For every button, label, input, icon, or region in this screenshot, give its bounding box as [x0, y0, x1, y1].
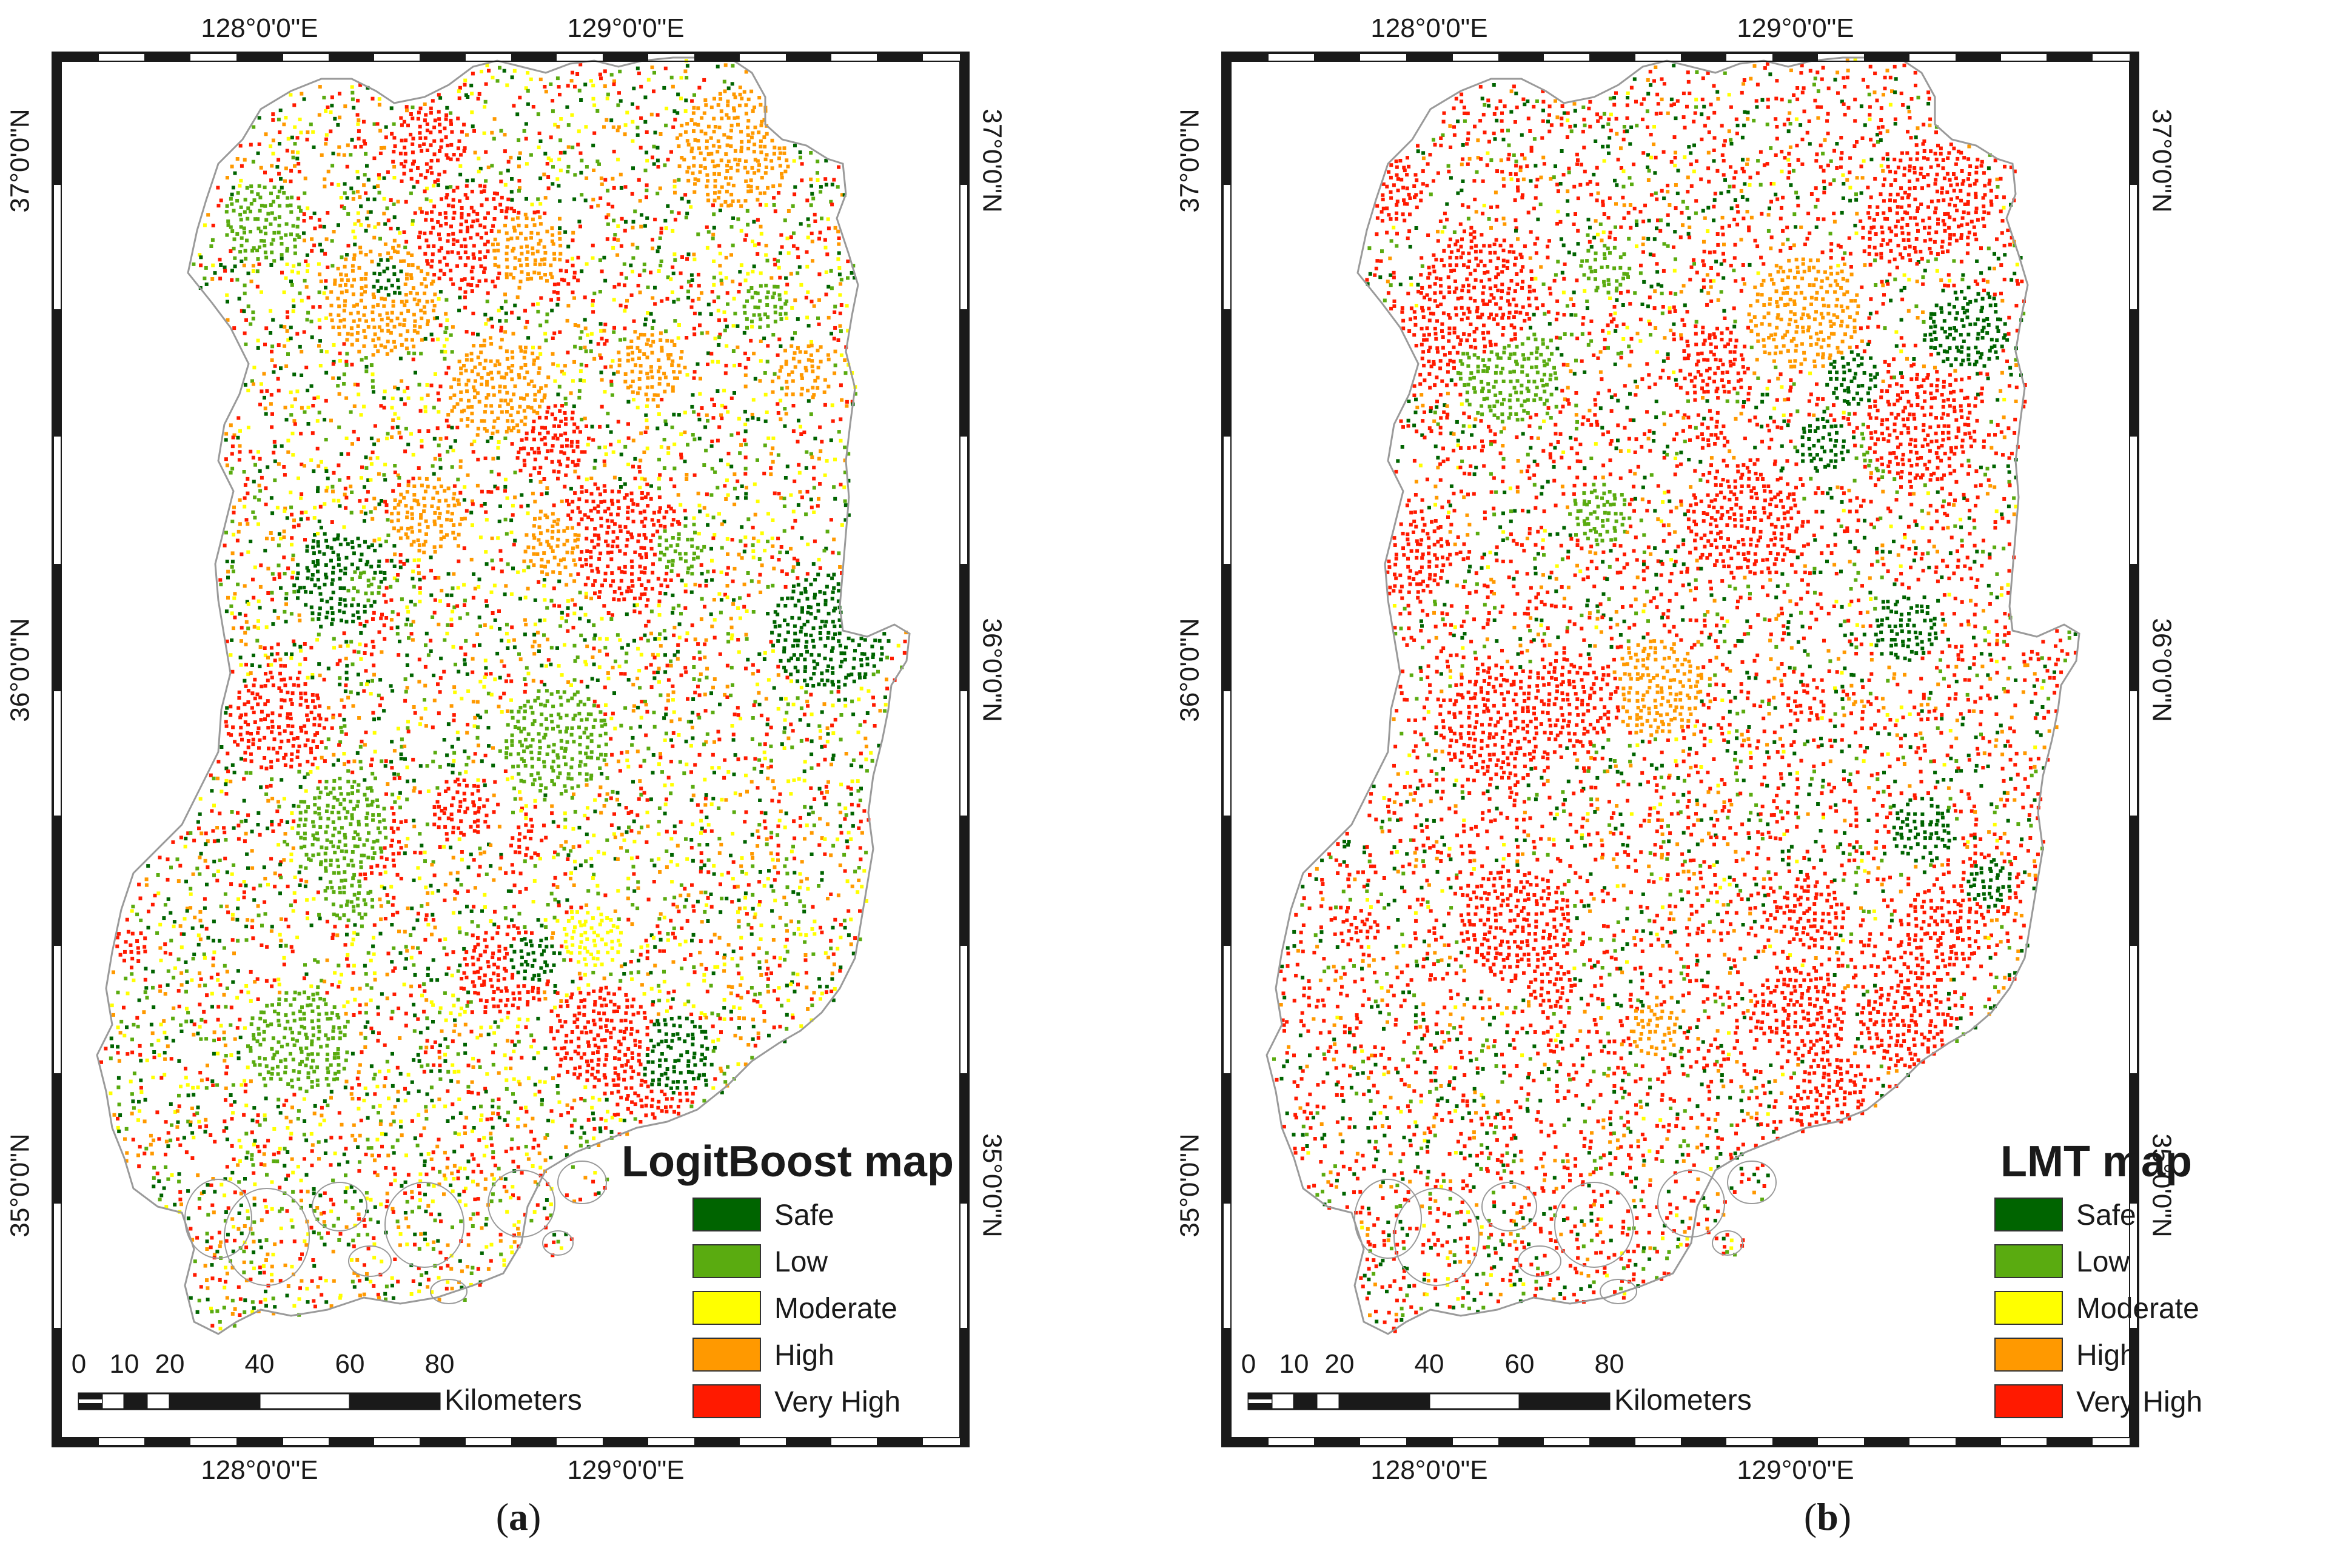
scale-unit: Kilometers: [1614, 1384, 1752, 1416]
longitude-label-top-128: 128°0'0"E: [201, 13, 318, 43]
island-outline: [312, 1182, 367, 1231]
latitude-label-right-37: 37°0'0"N: [977, 109, 1007, 213]
latitude-label-left-37: 37°0'0"N: [1175, 109, 1205, 213]
legend-label-moderate: Moderate: [774, 1293, 897, 1325]
island-outline: [1354, 1179, 1422, 1259]
susceptibility-pixel-field: [99, 59, 908, 1331]
scale-label-20: 20: [1324, 1349, 1355, 1379]
scale-label-10: 10: [109, 1349, 139, 1379]
legend-swatch-low: [692, 1244, 761, 1278]
legend-swatch-moderate: [1994, 1291, 2063, 1325]
latitude-label-right-36: 36°0'0"N: [977, 618, 1007, 722]
legend-swatch-high: [1994, 1338, 2063, 1372]
island-outline: [542, 1230, 574, 1256]
susceptibility-pixel-field: [1272, 58, 2077, 1333]
scale-label-60: 60: [335, 1349, 365, 1379]
island-outline: [1481, 1182, 1537, 1231]
map-panel-lmt: 128°0'0"E 129°0'0"E 128°0'0"E 129°0'0"E …: [1170, 0, 2339, 1568]
island-outline: [488, 1170, 555, 1238]
scale-label-40: 40: [244, 1349, 275, 1379]
scale-bar-graphic: [78, 1392, 441, 1410]
latitude-label-left-36: 36°0'0"N: [1175, 618, 1205, 722]
longitude-label-top-128: 128°0'0"E: [1370, 13, 1488, 43]
scale-label-40: 40: [1414, 1349, 1444, 1379]
scale-label-60: 60: [1504, 1349, 1535, 1379]
caption-letter: b: [1817, 1495, 1839, 1538]
scale-bar-graphic: [1247, 1392, 1611, 1410]
susceptibility-map-lmt: [1221, 52, 2139, 1447]
legend-label-high: High: [2076, 1339, 2136, 1372]
legend-title: LogitBoost map: [622, 1137, 954, 1186]
legend-title: LMT map: [2000, 1137, 2192, 1186]
island-outline: [384, 1182, 464, 1268]
legend-swatch-very-high: [692, 1384, 761, 1418]
scale-label-20: 20: [155, 1349, 185, 1379]
island-outline: [557, 1161, 607, 1204]
scale-label-0: 0: [71, 1349, 87, 1379]
scale-label-80: 80: [1594, 1349, 1624, 1379]
longitude-label-top-129: 129°0'0"E: [567, 13, 685, 43]
latitude-label-left-37: 37°0'0"N: [5, 109, 35, 213]
legend-label-low: Low: [774, 1246, 828, 1278]
scale-label-80: 80: [424, 1349, 455, 1379]
longitude-label-bottom-129: 129°0'0"E: [567, 1455, 685, 1485]
legend-label-very-high: Very High: [2076, 1386, 2203, 1418]
island-outline: [1600, 1279, 1637, 1304]
island-outline: [1727, 1161, 1777, 1204]
map-frame: [1221, 52, 2139, 1447]
legend-swatch-safe: [692, 1198, 761, 1231]
longitude-label-top-129: 129°0'0"E: [1737, 13, 1854, 43]
island-outline: [184, 1179, 252, 1259]
island-outline: [1518, 1245, 1561, 1277]
legend-swatch-safe: [1994, 1198, 2063, 1231]
latitude-label-left-35: 35°0'0"N: [1175, 1133, 1205, 1238]
scale-unit: Kilometers: [444, 1384, 582, 1416]
map-frame: [52, 52, 970, 1447]
legend-label-high: High: [774, 1339, 834, 1372]
province-outline: [96, 56, 911, 1335]
longitude-label-bottom-129: 129°0'0"E: [1737, 1455, 1854, 1485]
legend-label-safe: Safe: [774, 1199, 834, 1231]
figure-caption-b: (b): [1803, 1495, 1852, 1538]
island-outline: [224, 1188, 310, 1286]
legend-label-safe: Safe: [2076, 1199, 2136, 1231]
island-outline: [1393, 1188, 1480, 1286]
latitude-label-left-35: 35°0'0"N: [5, 1133, 35, 1238]
latitude-label-right-37: 37°0'0"N: [2147, 109, 2177, 213]
latitude-label-right-36: 36°0'0"N: [2147, 618, 2177, 722]
legend-label-very-high: Very High: [774, 1386, 901, 1418]
longitude-label-bottom-128: 128°0'0"E: [1370, 1455, 1488, 1485]
legend-label-low: Low: [2076, 1246, 2130, 1278]
province-outline: [1266, 56, 2080, 1335]
legend-swatch-very-high: [1994, 1384, 2063, 1418]
map-panel-logitboost: 128°0'0"E 129°0'0"E 128°0'0"E 129°0'0"E …: [5, 13, 1007, 1538]
susceptibility-map-logitboost: [52, 52, 970, 1447]
island-outline: [1554, 1182, 1634, 1268]
longitude-label-bottom-128: 128°0'0"E: [201, 1455, 318, 1485]
legend-swatch-moderate: [692, 1291, 761, 1325]
legend-swatch-low: [1994, 1244, 2063, 1278]
island-outline: [348, 1245, 392, 1277]
scale-label-0: 0: [1241, 1349, 1256, 1379]
caption-letter: a: [509, 1495, 528, 1538]
legend-label-moderate: Moderate: [2076, 1293, 2199, 1325]
legend-swatch-high: [692, 1338, 761, 1372]
scale-label-10: 10: [1279, 1349, 1309, 1379]
island-outline: [1657, 1170, 1725, 1238]
island-outline: [430, 1279, 468, 1304]
latitude-label-left-36: 36°0'0"N: [5, 618, 35, 722]
figure-caption-a: (a): [495, 1495, 541, 1538]
latitude-label-right-35: 35°0'0"N: [977, 1133, 1007, 1238]
island-outline: [1712, 1230, 1743, 1256]
